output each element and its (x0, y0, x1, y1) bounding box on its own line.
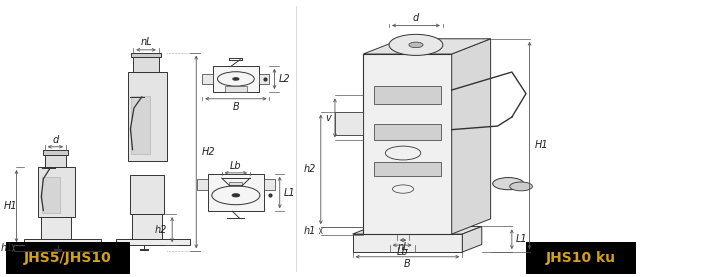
Bar (42, 177, 60, 213)
Circle shape (409, 42, 423, 48)
Text: Lb: Lb (396, 247, 408, 257)
Bar (130, 175, 164, 214)
Bar (116, 239, 190, 245)
Text: Lb: Lb (230, 161, 241, 171)
Bar (41, 217, 71, 239)
Polygon shape (335, 112, 364, 135)
Bar (45, 155, 66, 167)
Text: v: v (325, 113, 331, 123)
Bar (224, 86, 247, 92)
Text: h2: h2 (303, 165, 316, 175)
Bar (128, 72, 167, 161)
Text: H1: H1 (4, 201, 18, 211)
Text: L1: L1 (516, 234, 528, 244)
Text: d: d (53, 135, 58, 145)
Text: B: B (232, 102, 239, 112)
Bar (374, 124, 441, 140)
Text: d: d (413, 13, 419, 23)
Bar (229, 182, 242, 186)
Text: nL: nL (398, 242, 409, 252)
Bar (133, 57, 159, 72)
FancyBboxPatch shape (6, 242, 130, 274)
Text: h1: h1 (303, 226, 316, 236)
Bar (43, 150, 68, 155)
Bar (23, 239, 102, 245)
Polygon shape (452, 39, 491, 234)
Text: h1: h1 (1, 243, 13, 253)
Circle shape (232, 194, 239, 197)
Bar (38, 167, 75, 217)
Text: nL: nL (141, 37, 152, 47)
Circle shape (233, 78, 239, 80)
Bar (207, 174, 264, 211)
Bar (353, 234, 462, 252)
Text: L2: L2 (279, 74, 290, 84)
Text: H1: H1 (535, 140, 548, 150)
Circle shape (510, 182, 532, 191)
Bar (264, 179, 275, 190)
Polygon shape (462, 227, 482, 252)
Bar (197, 179, 207, 190)
Text: JHS5/JHS10: JHS5/JHS10 (24, 251, 111, 265)
Text: L1: L1 (284, 188, 295, 198)
Bar (259, 74, 270, 84)
Text: B: B (404, 259, 411, 269)
Bar (131, 96, 151, 154)
Bar (364, 54, 452, 234)
Bar (202, 74, 213, 84)
Bar (131, 53, 161, 57)
Polygon shape (364, 39, 491, 54)
Circle shape (493, 178, 524, 190)
Circle shape (389, 34, 443, 55)
Text: JHS10 ku: JHS10 ku (546, 251, 616, 265)
Bar (132, 214, 162, 239)
Text: H2: H2 (202, 147, 216, 157)
Bar (374, 162, 441, 176)
Bar (213, 66, 259, 92)
Polygon shape (353, 227, 482, 234)
Text: h2: h2 (155, 225, 168, 235)
FancyBboxPatch shape (526, 242, 635, 274)
Bar (374, 86, 441, 104)
